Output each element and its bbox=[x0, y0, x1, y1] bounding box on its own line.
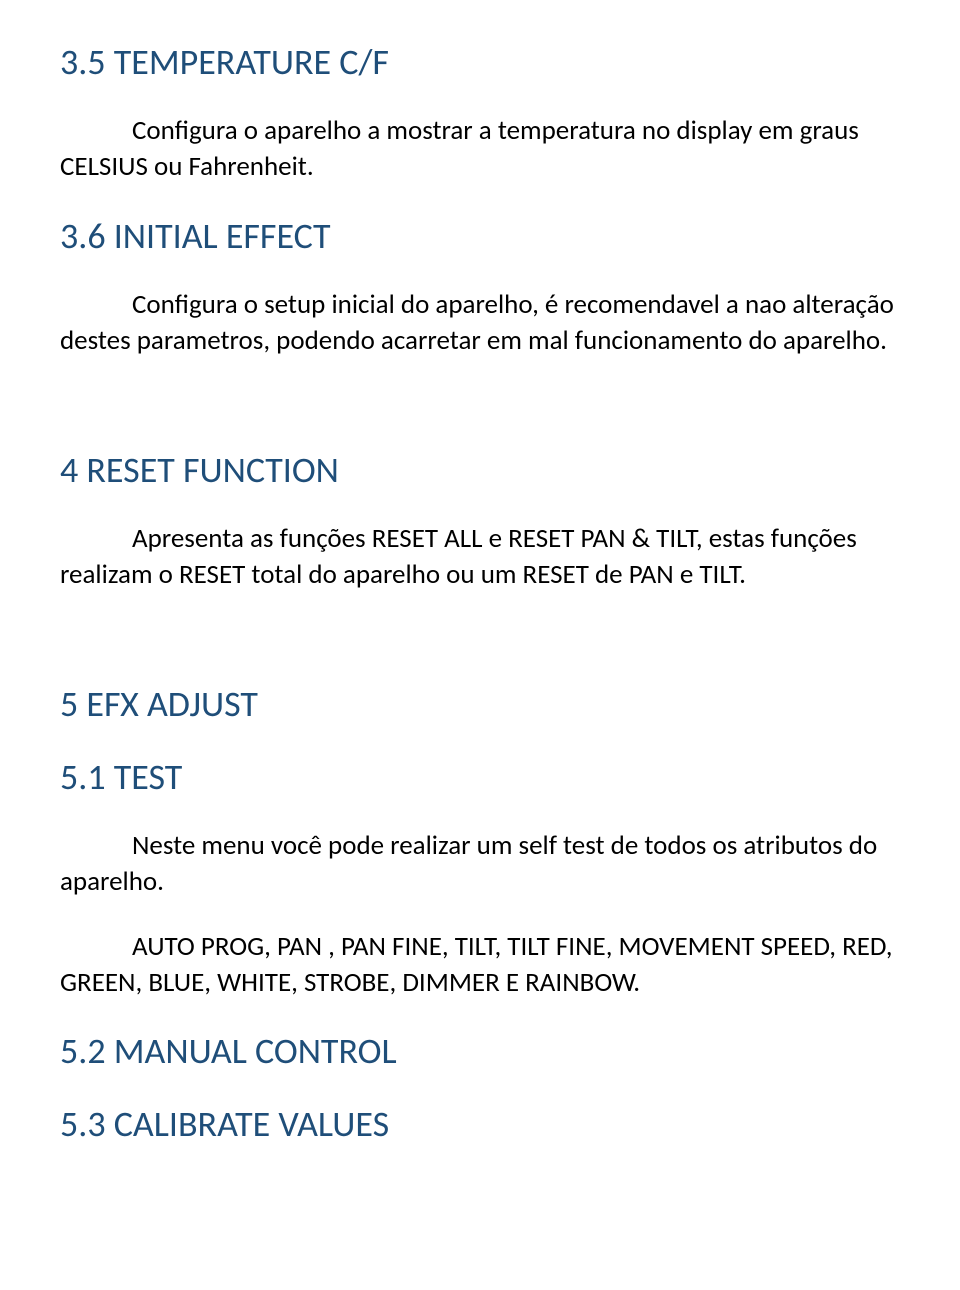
paragraph-4: Apresenta as funções RESET ALL e RESET P… bbox=[60, 521, 900, 594]
heading-3-6: 3.6 INITIAL EFFECT bbox=[60, 214, 900, 259]
paragraph-3-5: Configura o aparelho a mostrar a tempera… bbox=[60, 113, 900, 186]
heading-4: 4 RESET FUNCTION bbox=[60, 448, 900, 493]
heading-5: 5 EFX ADJUST bbox=[60, 682, 900, 727]
paragraph-3-6: Configura o setup inicial do aparelho, é… bbox=[60, 287, 900, 360]
spacer bbox=[60, 622, 900, 682]
heading-3-5: 3.5 TEMPERATURE C/F bbox=[60, 40, 900, 85]
paragraph-5-1-b: AUTO PROG, PAN , PAN FINE, TILT, TILT FI… bbox=[60, 929, 900, 1002]
document-page: 3.5 TEMPERATURE C/F Configura o aparelho… bbox=[0, 0, 960, 1235]
heading-5-3: 5.3 CALIBRATE VALUES bbox=[60, 1102, 900, 1147]
paragraph-5-1-a: Neste menu você pode realizar um self te… bbox=[60, 828, 900, 901]
heading-5-1: 5.1 TEST bbox=[60, 755, 900, 800]
spacer bbox=[60, 388, 900, 448]
heading-5-2: 5.2 MANUAL CONTROL bbox=[60, 1029, 900, 1074]
